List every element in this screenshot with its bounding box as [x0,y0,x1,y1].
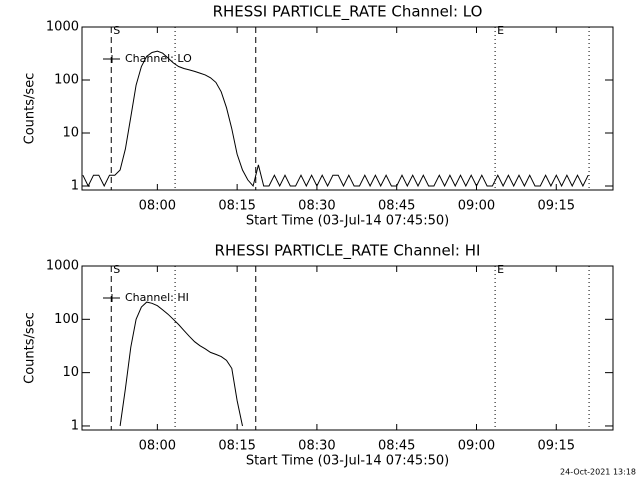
x-tick-label: 09:00 [458,199,495,214]
marker-label: E [497,24,504,37]
marker-label: S [113,263,120,276]
plot-frame [81,265,614,431]
data-line [119,301,243,427]
y-tick-label: 100 [54,312,79,327]
y-tick-label: 1 [71,418,79,433]
x-tick-label: 08:00 [139,199,176,214]
legend-label: Channel: HI [125,291,189,304]
x-tick-label: 08:45 [378,439,415,454]
x-axis-label: Start Time (03-Jul-14 07:45:50) [246,454,449,469]
footer: 24-Oct-2021 13:18 [560,468,636,477]
y-tick-label: 100 [54,72,79,87]
marker-label: E [497,263,504,276]
x-tick-label: 08:15 [218,199,255,214]
x-tick-label: 08:15 [218,439,255,454]
y-axis-label: Counts/sec [23,312,38,384]
x-tick-label: 09:15 [538,439,575,454]
data-line [82,50,589,188]
y-tick-label: 10 [62,125,79,140]
y-axis-label: Counts/sec [23,73,38,145]
chart-title: RHESSI PARTICLE_RATE Channel: HI [215,242,481,261]
x-tick-label: 08:30 [298,439,335,454]
x-tick-label: 08:45 [378,199,415,214]
x-tick-label: 09:00 [458,439,495,454]
x-tick-label: 09:15 [538,199,575,214]
y-tick-label: 1 [71,178,79,193]
legend-label: Channel: LO [125,52,192,65]
x-tick-label: 08:00 [139,439,176,454]
x-tick-label: 08:30 [298,199,335,214]
y-tick-label: 10 [62,365,79,380]
chart-title: RHESSI PARTICLE_RATE Channel: LO [213,3,483,22]
x-axis-label: Start Time (03-Jul-14 07:45:50) [246,214,449,229]
y-tick-label: 1000 [46,259,79,274]
plot-frame [81,26,614,191]
y-tick-label: 1000 [46,20,79,35]
marker-label: S [113,24,120,37]
